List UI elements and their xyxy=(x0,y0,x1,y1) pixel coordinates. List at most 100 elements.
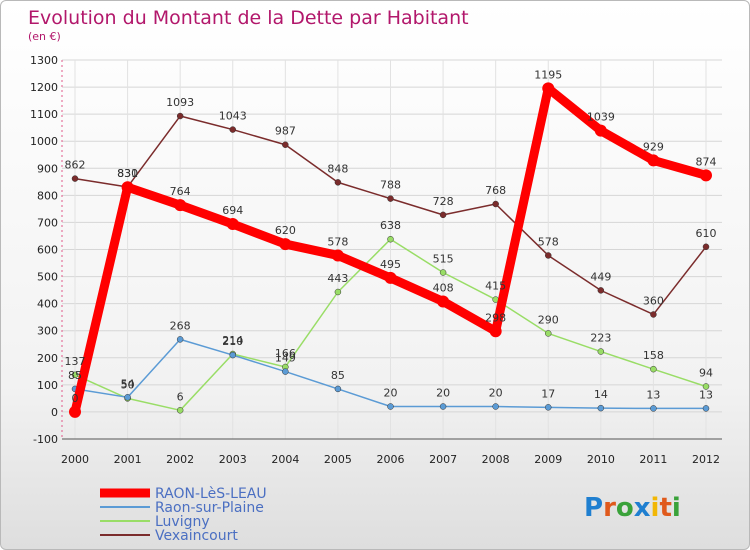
y-tick-label: 300 xyxy=(37,325,58,338)
y-tick-label: 200 xyxy=(37,352,58,365)
data-point xyxy=(176,336,184,343)
proxiti-logo-text: Proxiti xyxy=(584,493,681,523)
data-point xyxy=(279,238,292,251)
grid xyxy=(62,59,722,440)
x-tick-label: 2010 xyxy=(587,453,615,466)
data-label: 515 xyxy=(433,253,454,266)
x-tick-label: 2003 xyxy=(219,453,247,466)
data-label: 268 xyxy=(170,319,191,332)
data-point xyxy=(650,405,657,412)
data-point xyxy=(489,325,502,338)
data-point xyxy=(387,195,394,202)
data-label: 360 xyxy=(643,294,664,307)
data-label: 408 xyxy=(433,281,454,294)
data-label: 17 xyxy=(541,387,555,400)
data-label: 13 xyxy=(699,388,713,401)
data-label: 166 xyxy=(275,347,296,360)
legend-label: Vexaincourt xyxy=(155,528,238,544)
data-label: 764 xyxy=(170,185,191,198)
data-label: 578 xyxy=(327,235,348,248)
data-label: 495 xyxy=(380,258,401,271)
data-label: 862 xyxy=(65,159,86,172)
legend: RAON-LèS-LEAURaon-sur-PlaineLuvignyVexai… xyxy=(100,486,267,544)
x-tick-label: 2002 xyxy=(166,453,194,466)
data-point xyxy=(647,154,660,167)
x-tick-label: 2005 xyxy=(324,453,352,466)
y-tick-label: 100 xyxy=(37,379,58,392)
data-label: 831 xyxy=(117,167,138,180)
data-label: 13 xyxy=(646,388,660,401)
data-label: 449 xyxy=(590,270,611,283)
logo-letter: x xyxy=(634,493,651,523)
data-point xyxy=(439,269,447,276)
data-point xyxy=(384,271,397,284)
legend-label: RAON-LèS-LEAU xyxy=(155,486,267,502)
data-point xyxy=(387,235,394,243)
data-label: 20 xyxy=(384,387,398,400)
data-point xyxy=(282,368,289,375)
data-label: 298 xyxy=(485,311,506,324)
data-point xyxy=(597,287,605,294)
data-point xyxy=(702,405,710,412)
series-group xyxy=(69,82,712,418)
data-point xyxy=(597,404,605,412)
y-tick-label: 1100 xyxy=(30,108,58,121)
data-label: 85 xyxy=(331,369,345,382)
data-point xyxy=(545,404,552,411)
data-labels: 0830764694620578495408298119510399298748… xyxy=(65,68,717,405)
y-tick-label: 800 xyxy=(37,189,58,202)
data-label: 14 xyxy=(594,388,608,401)
data-point xyxy=(492,403,499,410)
data-label: 848 xyxy=(327,162,348,175)
data-label: 620 xyxy=(275,224,296,237)
data-label: 578 xyxy=(538,235,559,248)
data-point xyxy=(597,348,605,355)
data-point xyxy=(176,407,184,414)
data-point xyxy=(334,385,342,393)
data-point xyxy=(71,175,79,182)
y-tick-label: 1200 xyxy=(30,81,58,94)
x-tick-label: 2011 xyxy=(639,453,667,466)
data-point xyxy=(124,394,131,401)
data-label: 290 xyxy=(538,313,559,326)
data-label: 50 xyxy=(121,378,135,391)
data-label: 610 xyxy=(696,227,717,240)
y-tick-label: 1300 xyxy=(30,54,58,67)
data-label: 728 xyxy=(433,195,454,208)
data-point xyxy=(69,405,81,418)
y-tick-label: 700 xyxy=(37,216,58,229)
y-tick-label: 600 xyxy=(37,244,58,257)
data-point xyxy=(71,371,79,379)
y-tick-label: 500 xyxy=(37,271,58,284)
data-label: 137 xyxy=(65,355,86,368)
data-label: 0 xyxy=(72,392,79,405)
logo-letter: r xyxy=(603,493,616,523)
legend-label: Raon-sur-Plaine xyxy=(155,500,264,516)
data-point xyxy=(594,124,607,137)
data-label: 1093 xyxy=(166,96,194,109)
data-point xyxy=(650,311,657,318)
chart-title: Evolution du Montant de la Dette par Hab… xyxy=(28,7,469,29)
proxiti-logo: Proxiti xyxy=(584,493,681,523)
y-tick-label: 0 xyxy=(51,406,58,419)
data-label: 929 xyxy=(643,140,664,153)
data-point xyxy=(121,181,134,194)
data-label: 85 xyxy=(68,369,82,382)
data-label: 6 xyxy=(177,390,184,403)
data-point xyxy=(439,211,447,219)
axes: -100010020030040050060070080090010001100… xyxy=(30,54,722,466)
chart-subtitle: (en €) xyxy=(28,30,61,43)
data-point xyxy=(229,351,236,359)
data-label: 830 xyxy=(117,167,138,180)
legend-label: Luvigny xyxy=(155,514,210,530)
logo-letter: i xyxy=(672,493,681,523)
x-tick-label: 2006 xyxy=(377,453,405,466)
data-label: 149 xyxy=(275,352,296,365)
data-point xyxy=(437,295,450,308)
data-label: 20 xyxy=(489,387,503,400)
data-label: 694 xyxy=(222,204,243,217)
x-tick-label: 2012 xyxy=(692,453,720,466)
data-point xyxy=(229,126,236,133)
data-point xyxy=(492,200,499,208)
